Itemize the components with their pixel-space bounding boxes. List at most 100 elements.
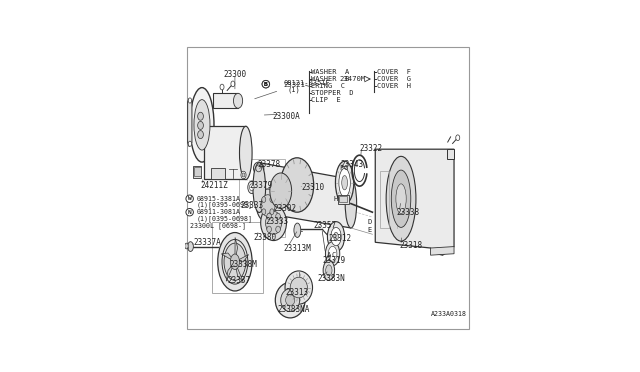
Ellipse shape (230, 254, 239, 269)
Bar (239, 159, 285, 237)
Ellipse shape (275, 282, 305, 318)
Ellipse shape (220, 84, 224, 90)
Ellipse shape (218, 232, 252, 291)
Text: 23378: 23378 (257, 160, 280, 169)
Ellipse shape (260, 195, 275, 217)
Ellipse shape (281, 289, 300, 312)
Text: B: B (264, 82, 268, 87)
Ellipse shape (270, 209, 274, 215)
Bar (339, 196, 348, 202)
Text: 23470M: 23470M (339, 76, 365, 82)
Text: 23321: 23321 (284, 82, 305, 88)
Ellipse shape (294, 223, 301, 237)
Text: CLIP  E: CLIP E (312, 97, 341, 103)
Ellipse shape (333, 232, 339, 241)
Circle shape (186, 195, 193, 202)
Text: 23379: 23379 (249, 182, 273, 190)
Ellipse shape (224, 243, 246, 280)
Ellipse shape (331, 227, 341, 246)
Text: D: D (368, 219, 372, 225)
Ellipse shape (285, 271, 312, 304)
Ellipse shape (342, 176, 348, 190)
Text: 23300A: 23300A (272, 112, 300, 121)
Text: 23300L [0698-]: 23300L [0698-] (189, 222, 246, 229)
Text: 23322: 23322 (360, 144, 383, 153)
Text: N: N (188, 210, 191, 215)
Ellipse shape (257, 189, 279, 222)
Ellipse shape (345, 179, 356, 228)
Text: 23343: 23343 (340, 160, 363, 169)
Text: 23319: 23319 (323, 256, 346, 265)
Ellipse shape (396, 184, 406, 214)
Bar (338, 195, 349, 203)
Ellipse shape (256, 165, 262, 172)
Ellipse shape (276, 213, 280, 219)
Circle shape (262, 80, 269, 88)
Ellipse shape (391, 170, 411, 227)
Text: C: C (331, 252, 335, 258)
Text: E: E (368, 227, 372, 233)
Ellipse shape (456, 135, 460, 141)
Ellipse shape (290, 277, 307, 298)
Ellipse shape (190, 87, 214, 162)
Polygon shape (259, 163, 351, 228)
Text: 23302: 23302 (273, 204, 297, 213)
Polygon shape (235, 262, 243, 282)
Ellipse shape (326, 265, 332, 276)
Text: 23313M: 23313M (284, 244, 311, 253)
Text: F: F (340, 165, 344, 171)
Text: 24211Z: 24211Z (200, 181, 228, 190)
Circle shape (262, 80, 269, 88)
Text: 23312: 23312 (329, 234, 352, 243)
Polygon shape (227, 262, 235, 281)
Ellipse shape (276, 226, 280, 232)
Text: 23357: 23357 (314, 221, 337, 230)
Bar (211, 169, 225, 179)
Polygon shape (431, 247, 454, 255)
Text: (1)[0395-0698]: (1)[0395-0698] (196, 202, 252, 208)
Ellipse shape (194, 100, 210, 150)
Ellipse shape (188, 141, 191, 146)
Ellipse shape (386, 156, 416, 241)
Ellipse shape (325, 242, 340, 266)
Text: WASHER  A: WASHER A (312, 69, 349, 75)
Ellipse shape (328, 246, 337, 261)
Ellipse shape (267, 213, 271, 219)
Text: 08121-0351F: 08121-0351F (284, 80, 330, 86)
Polygon shape (188, 99, 192, 147)
Text: 23380: 23380 (253, 232, 276, 242)
Text: W: W (188, 196, 191, 201)
Polygon shape (235, 237, 237, 262)
Text: COVER  H: COVER H (377, 83, 411, 89)
Ellipse shape (328, 222, 344, 251)
Polygon shape (375, 149, 454, 255)
Text: 23383N: 23383N (317, 273, 345, 283)
Ellipse shape (323, 260, 335, 280)
Ellipse shape (270, 173, 292, 208)
Text: COVER  F: COVER F (377, 69, 411, 75)
Text: B: B (264, 82, 268, 87)
Text: 23337A: 23337A (193, 238, 221, 247)
Text: H: H (333, 196, 337, 202)
Bar (213, 93, 238, 108)
Text: (1): (1) (287, 86, 300, 93)
Ellipse shape (188, 98, 191, 103)
Text: 23318: 23318 (399, 241, 423, 250)
Text: A: A (327, 252, 331, 258)
Ellipse shape (253, 163, 266, 212)
Ellipse shape (241, 171, 246, 179)
Ellipse shape (242, 173, 245, 177)
Text: 08911-3081A: 08911-3081A (196, 209, 240, 215)
Ellipse shape (267, 226, 271, 232)
Text: 23383NA: 23383NA (277, 305, 310, 314)
Ellipse shape (185, 243, 188, 249)
Ellipse shape (253, 162, 264, 175)
Bar (193, 166, 202, 178)
Ellipse shape (198, 112, 204, 120)
Text: COVER  G: COVER G (377, 76, 411, 82)
Ellipse shape (262, 197, 266, 202)
Text: STOPPER  D: STOPPER D (312, 90, 354, 96)
Text: 23313: 23313 (285, 288, 308, 298)
Circle shape (186, 208, 193, 216)
Bar (212, 222, 263, 293)
